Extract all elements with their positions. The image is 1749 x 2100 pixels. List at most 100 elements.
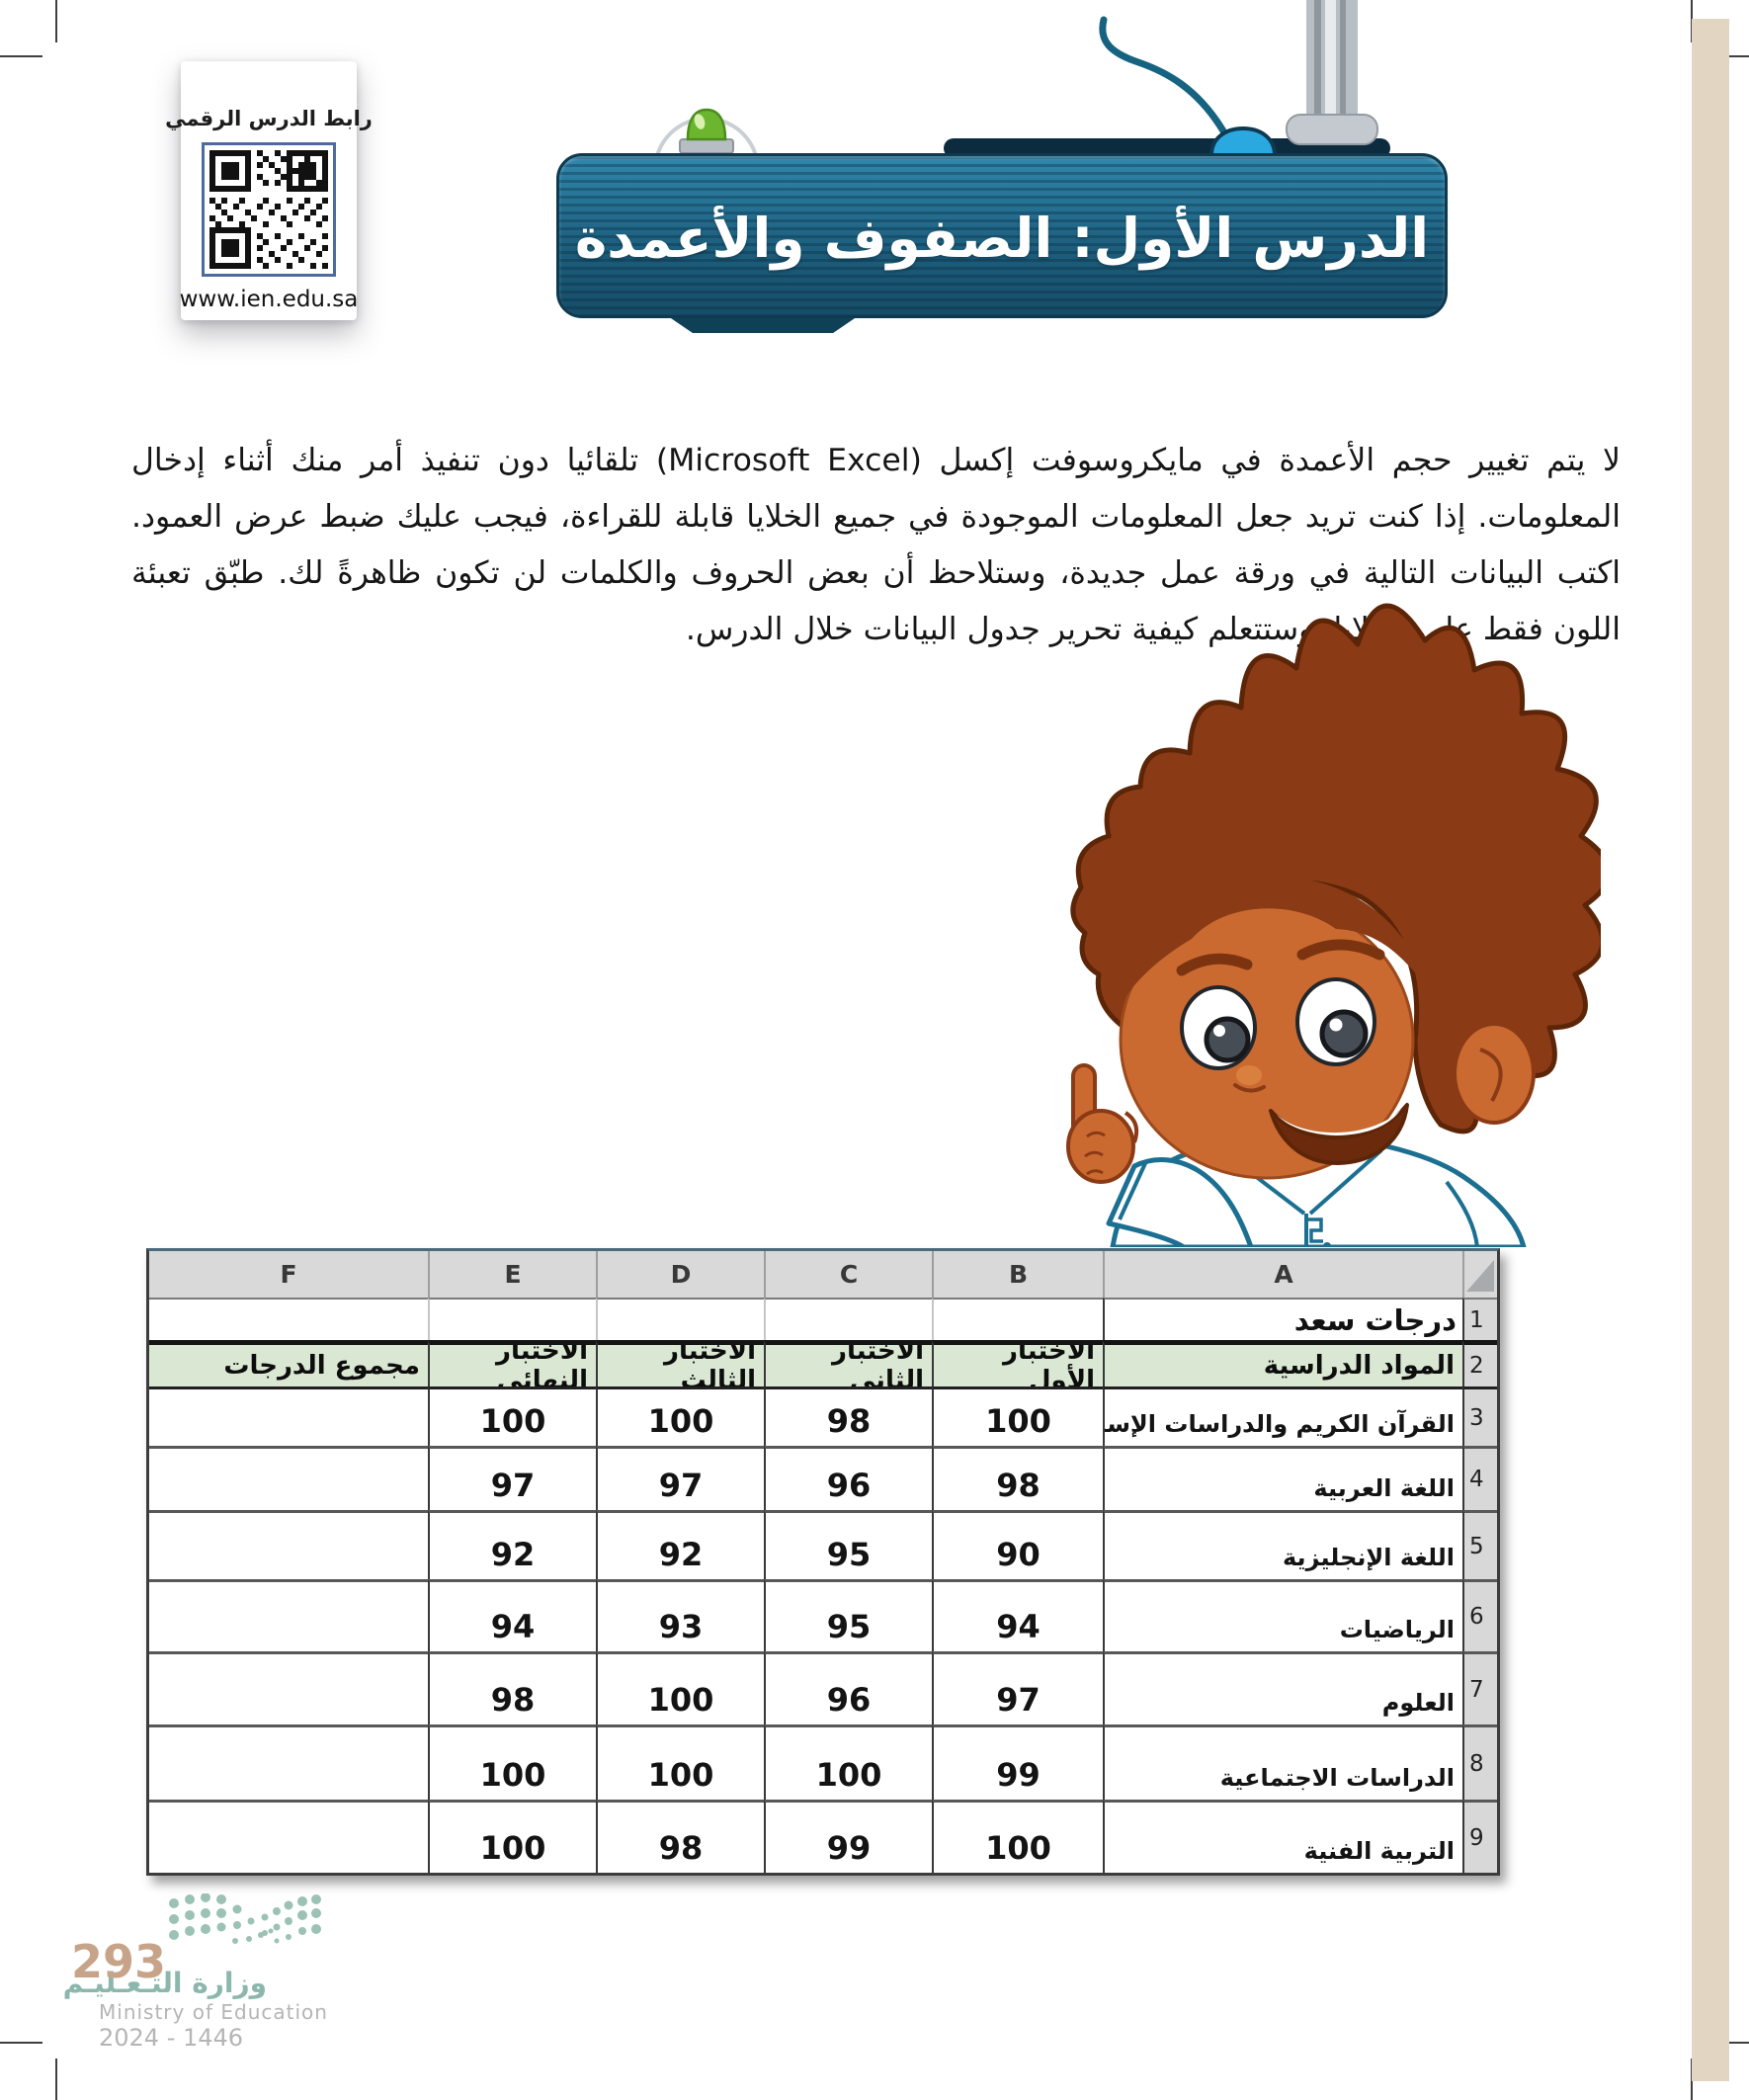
column-header-E: E xyxy=(428,1251,596,1298)
subject-cell: الرياضيات xyxy=(1103,1579,1462,1651)
score-cell: 98 xyxy=(428,1651,596,1724)
hair xyxy=(1070,603,1601,1134)
score-cell: 95 xyxy=(764,1579,932,1651)
col-header-test3: الاختبار الثالث xyxy=(596,1340,764,1386)
score-cell: 100 xyxy=(428,1386,596,1446)
page-edge-strip xyxy=(1692,19,1729,2081)
column-header-C: C xyxy=(764,1251,932,1298)
row-number-7: 7 xyxy=(1462,1651,1497,1724)
sleeve xyxy=(1106,1157,1254,1247)
score-cell: 98 xyxy=(596,1800,764,1873)
edition-years: 2024 - 1446 xyxy=(99,2024,244,2052)
score-cell: 94 xyxy=(428,1579,596,1651)
select-all-triangle-icon xyxy=(1466,1260,1494,1292)
ear xyxy=(1453,1022,1536,1125)
mouth xyxy=(1269,1103,1409,1165)
col-header-test1: الاختبار الأول xyxy=(932,1340,1103,1386)
col-header-total: مجموع الدرجات xyxy=(149,1340,428,1386)
qr-title: رابط الدرس الرقمي xyxy=(165,107,373,130)
subject-cell: العلوم xyxy=(1103,1651,1462,1724)
subject-cell: التربية الفنية xyxy=(1103,1800,1462,1873)
col-header-final: الاختبار النهائي xyxy=(428,1340,596,1386)
crop-mark-top-left-h xyxy=(0,55,42,57)
row-number-8: 8 xyxy=(1462,1724,1497,1800)
total-cell xyxy=(149,1386,428,1446)
subject-cell: القرآن الكريم والدراسات الإسلامية xyxy=(1103,1386,1462,1446)
ministry-logo-icon xyxy=(169,1893,321,1944)
score-cell: 92 xyxy=(596,1510,764,1579)
score-cell: 99 xyxy=(764,1800,932,1873)
score-cell: 99 xyxy=(932,1724,1103,1800)
qr-code-icon xyxy=(209,150,328,269)
sheet-title-cell: درجات سعد xyxy=(1103,1298,1462,1340)
intro-paragraph: لا يتم تغيير حجم الأعمدة في مايكروسوفت إ… xyxy=(131,443,1621,647)
score-cell: 93 xyxy=(596,1579,764,1651)
qr-panel: رابط الدرس الرقمي www.ien.edu.sa xyxy=(165,61,373,320)
score-cell: 96 xyxy=(764,1446,932,1510)
score-cell: 100 xyxy=(932,1800,1103,1873)
score-cell: 100 xyxy=(596,1651,764,1724)
cell-D1 xyxy=(596,1298,764,1340)
qr-code-frame xyxy=(202,142,336,277)
score-cell: 98 xyxy=(764,1386,932,1446)
cell-E1 xyxy=(428,1298,596,1340)
led-base-icon xyxy=(679,138,734,154)
boy-illustration xyxy=(1066,603,1601,1247)
column-header-A: A xyxy=(1103,1251,1462,1298)
page-number: 293 xyxy=(71,1935,167,1988)
total-cell xyxy=(149,1724,428,1800)
row-number-6: 6 xyxy=(1462,1579,1497,1651)
score-cell: 98 xyxy=(932,1446,1103,1510)
subject-cell: اللغة العربية xyxy=(1103,1446,1462,1510)
mouse-icon xyxy=(1208,126,1278,157)
score-cell: 100 xyxy=(428,1800,596,1873)
subject-cell: الدراسات الاجتماعية xyxy=(1103,1724,1462,1800)
banner-tab xyxy=(668,316,858,333)
col-header-subject: المواد الدراسية xyxy=(1103,1340,1462,1386)
score-cell: 97 xyxy=(428,1446,596,1510)
score-cell: 100 xyxy=(428,1724,596,1800)
score-cell: 100 xyxy=(596,1386,764,1446)
crop-mark-bottom-left-h xyxy=(0,2042,42,2044)
score-cell: 100 xyxy=(764,1724,932,1800)
score-cell: 97 xyxy=(596,1446,764,1510)
column-header-D: D xyxy=(596,1251,764,1298)
score-cell: 90 xyxy=(932,1510,1103,1579)
qr-url: www.ien.edu.sa xyxy=(179,287,359,312)
row-number-5: 5 xyxy=(1462,1510,1497,1579)
ministry-name-en: Ministry of Education xyxy=(99,2000,328,2024)
row-number-9: 9 xyxy=(1462,1800,1497,1873)
crop-mark-top-left-v xyxy=(55,0,57,42)
lesson-title: الدرس الأول: الصفوف والأعمدة xyxy=(574,206,1430,270)
crop-mark-bottom-left-v xyxy=(55,2058,57,2100)
score-cell: 97 xyxy=(932,1651,1103,1724)
row-number-3: 3 xyxy=(1462,1386,1497,1446)
column-header-B: B xyxy=(932,1251,1103,1298)
lesson-banner: الدرس الأول: الصفوف والأعمدة xyxy=(556,153,1448,318)
monitor-stand-icon xyxy=(1286,0,1378,145)
pointing-hand xyxy=(1066,1063,1139,1184)
col-header-test2: الاختبار الثاني xyxy=(764,1340,932,1386)
total-cell xyxy=(149,1579,428,1651)
cell-C1 xyxy=(764,1298,932,1340)
ministry-name-ar: وزارة التـعـليـم xyxy=(62,1967,267,1999)
score-cell: 94 xyxy=(932,1579,1103,1651)
total-cell xyxy=(149,1651,428,1724)
subject-cell: اللغة الإنجليزية xyxy=(1103,1510,1462,1579)
excel-table: F E D C B A درجات سعد 1 مجموع الدرجات ال… xyxy=(146,1248,1500,1876)
select-all-corner xyxy=(1462,1251,1497,1298)
nose xyxy=(1236,1065,1262,1085)
score-cell: 96 xyxy=(764,1651,932,1724)
score-cell: 100 xyxy=(932,1386,1103,1446)
cell-B1 xyxy=(932,1298,1103,1340)
column-header-F: F xyxy=(149,1251,428,1298)
row-number-1: 1 xyxy=(1462,1298,1497,1340)
total-cell xyxy=(149,1510,428,1579)
row-number-4: 4 xyxy=(1462,1446,1497,1510)
total-cell xyxy=(149,1800,428,1873)
total-cell xyxy=(149,1446,428,1510)
led-pin-icon xyxy=(686,108,727,141)
score-cell: 95 xyxy=(764,1510,932,1579)
row-number-2: 2 xyxy=(1462,1340,1497,1386)
